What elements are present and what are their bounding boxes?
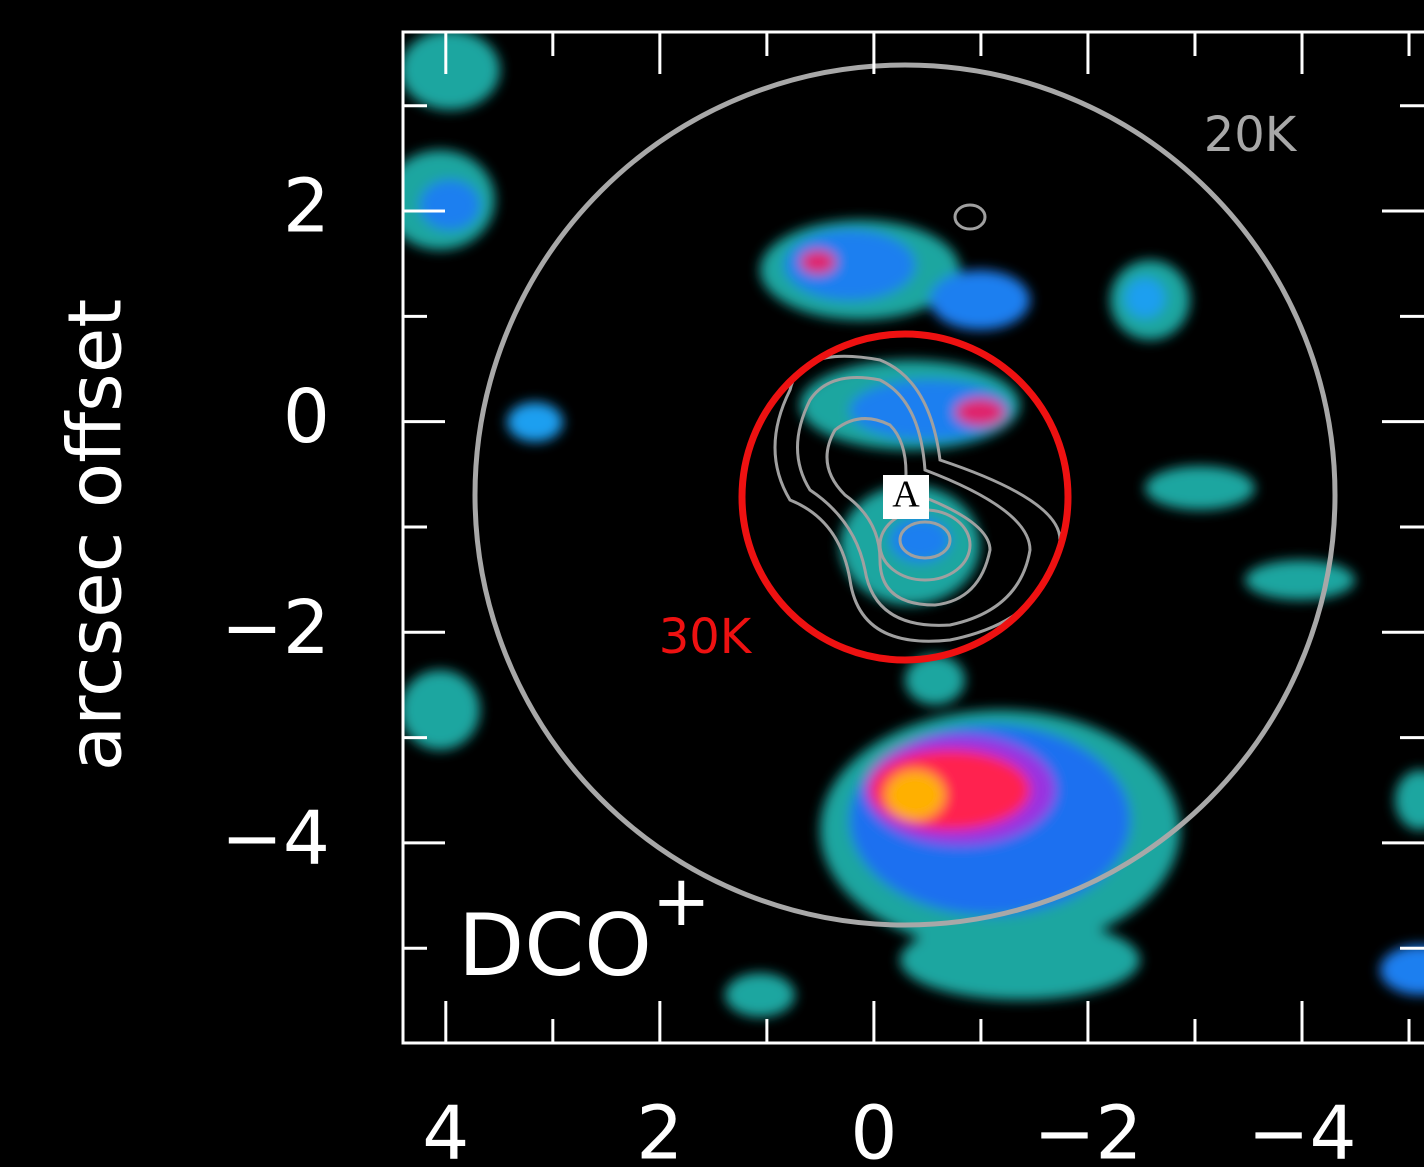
- molecule-superscript: +: [652, 860, 711, 942]
- x-tick-label: 4: [422, 1091, 469, 1167]
- x-tick-label: 0: [850, 1091, 897, 1167]
- x-tick-label: −4: [1247, 1091, 1356, 1167]
- y-axis-label: arcsec offset: [53, 299, 139, 771]
- molecule-label: DCO+: [458, 860, 711, 996]
- x-tick-label: −2: [1033, 1091, 1142, 1167]
- x-tick-label: 2: [636, 1091, 683, 1167]
- y-tick-label: 0: [283, 374, 330, 460]
- inner-circle: [738, 330, 1072, 664]
- frame: [401, 30, 1424, 1045]
- emission-map: [403, 32, 1424, 1017]
- outer-label: 20K: [1204, 107, 1298, 163]
- y-tick-label: −2: [221, 585, 330, 671]
- source-box: [883, 475, 929, 519]
- source-label: A: [892, 474, 920, 516]
- molecule-text: DCO: [458, 896, 652, 996]
- y-tick-label: −4: [221, 795, 330, 881]
- inner-label: 30K: [659, 609, 753, 665]
- y-tick-label: 2: [283, 164, 330, 250]
- outer-circle: [472, 62, 1338, 928]
